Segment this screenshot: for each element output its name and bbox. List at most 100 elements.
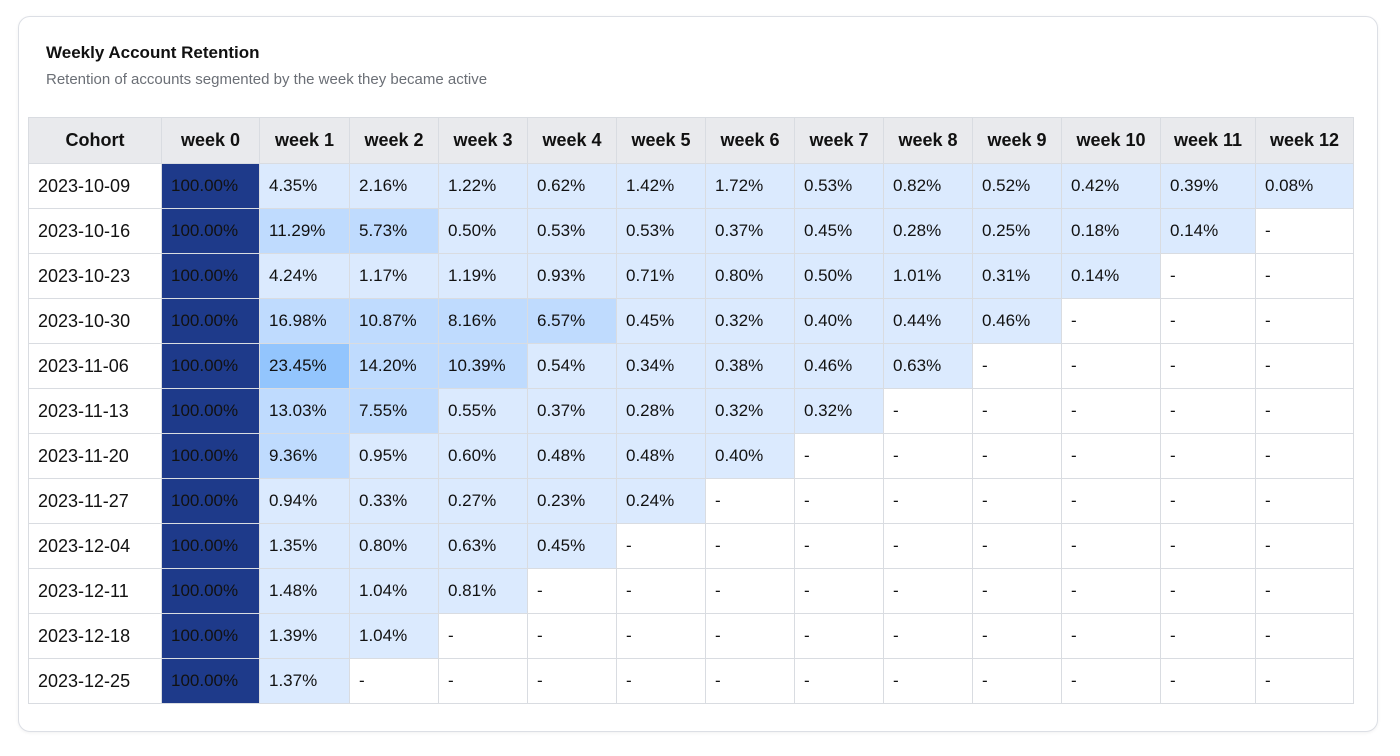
retention-cell-week-3: - [438,658,528,704]
retention-cell-week-4: 0.62% [527,163,617,209]
retention-cell-week-11: - [1160,658,1256,704]
cohort-label: 2023-11-06 [28,343,162,389]
retention-cell-week-0: 100.00% [161,478,260,524]
retention-cell-week-6: - [705,568,795,614]
retention-cell-week-0: 100.00% [161,613,260,659]
table-row: 2023-11-06 100.00% 23.45% 14.20% 10.39% 0.54%… [28,343,1354,389]
retention-cell-week-9: - [972,343,1062,389]
retention-cell-week-9: - [972,523,1062,569]
column-header-week-8: week 8 [883,117,973,164]
retention-cell-week-1: 0.94% [259,478,350,524]
retention-cell-week-12: - [1255,298,1354,344]
column-header-week-5: week 5 [616,117,706,164]
cohort-label: 2023-11-13 [28,388,162,434]
cohort-label: 2023-11-20 [28,433,162,479]
retention-cell-week-1: 1.37% [259,658,350,704]
retention-cell-week-2: 1.04% [349,568,439,614]
retention-cell-week-10: 0.14% [1061,253,1161,299]
retention-cell-week-0: 100.00% [161,568,260,614]
retention-cell-week-5: 0.45% [616,298,706,344]
retention-cell-week-12: - [1255,388,1354,434]
retention-cell-week-10: - [1061,433,1161,479]
retention-cell-week-5: 0.34% [616,343,706,389]
retention-cell-week-3: 0.55% [438,388,528,434]
card-subtitle: Retention of accounts segmented by the w… [46,71,488,88]
retention-cell-week-10: - [1061,343,1161,389]
retention-cell-week-11: - [1160,523,1256,569]
retention-cell-week-1: 1.39% [259,613,350,659]
retention-cell-week-1: 9.36% [259,433,350,479]
retention-cell-week-2: 2.16% [349,163,439,209]
retention-cell-week-7: - [794,478,884,524]
column-header-week-0: week 0 [161,117,260,164]
retention-table-wrapper: Cohort week 0 week 1 week 2 week 3 week 4 week… [28,117,1354,704]
column-header-week-9: week 9 [972,117,1062,164]
retention-cell-week-4: - [527,568,617,614]
retention-cell-week-3: 0.50% [438,208,528,254]
retention-cell-week-7: 0.40% [794,298,884,344]
retention-cell-week-9: - [972,478,1062,524]
retention-cell-week-12: - [1255,613,1354,659]
cohort-label: 2023-12-18 [28,613,162,659]
retention-cell-week-11: - [1160,298,1256,344]
retention-cell-week-6: 0.37% [705,208,795,254]
retention-cell-week-8: 0.44% [883,298,973,344]
retention-cell-week-6: 0.32% [705,388,795,434]
retention-cell-week-12: 0.08% [1255,163,1354,209]
retention-cell-week-7: 0.46% [794,343,884,389]
retention-cell-week-5: - [616,613,706,659]
retention-cell-week-6: 0.80% [705,253,795,299]
retention-cell-week-10: - [1061,658,1161,704]
retention-cell-week-6: 0.40% [705,433,795,479]
retention-cell-week-7: 0.50% [794,253,884,299]
retention-cell-week-3: 8.16% [438,298,528,344]
retention-cell-week-4: 0.93% [527,253,617,299]
retention-cell-week-3: 10.39% [438,343,528,389]
retention-cell-week-4: 0.23% [527,478,617,524]
cohort-label: 2023-10-30 [28,298,162,344]
retention-cell-week-5: - [616,523,706,569]
retention-cell-week-4: 0.53% [527,208,617,254]
retention-cell-week-9: - [972,568,1062,614]
retention-cell-week-10: - [1061,523,1161,569]
retention-cell-week-9: 0.31% [972,253,1062,299]
retention-cell-week-9: 0.46% [972,298,1062,344]
retention-cell-week-6: 0.32% [705,298,795,344]
retention-cell-week-4: 6.57% [527,298,617,344]
table-row: 2023-10-30 100.00% 16.98% 10.87% 8.16% 6.57% 0… [28,298,1354,344]
column-header-week-6: week 6 [705,117,795,164]
retention-cell-week-1: 4.24% [259,253,350,299]
retention-cell-week-4: 0.45% [527,523,617,569]
retention-cell-week-3: 0.81% [438,568,528,614]
retention-cell-week-0: 100.00% [161,298,260,344]
retention-cell-week-1: 1.48% [259,568,350,614]
cohort-label: 2023-10-16 [28,208,162,254]
table-row: 2023-12-25 100.00% 1.37% - - - - - - - - - - - [28,658,1354,704]
table-row: 2023-11-27 100.00% 0.94% 0.33% 0.27% 0.23% 0.2… [28,478,1354,524]
retention-cell-week-5: 0.48% [616,433,706,479]
retention-cell-week-11: - [1160,613,1256,659]
retention-cell-week-9: - [972,658,1062,704]
retention-cell-week-9: - [972,388,1062,434]
retention-cell-week-8: 0.28% [883,208,973,254]
retention-cell-week-0: 100.00% [161,433,260,479]
retention-cell-week-2: 7.55% [349,388,439,434]
cohort-label: 2023-10-23 [28,253,162,299]
column-header-week-11: week 11 [1160,117,1256,164]
retention-cell-week-0: 100.00% [161,208,260,254]
retention-cell-week-9: - [972,613,1062,659]
retention-cell-week-7: - [794,523,884,569]
retention-cell-week-5: 0.53% [616,208,706,254]
cohort-label: 2023-10-09 [28,163,162,209]
retention-cell-week-11: 0.14% [1160,208,1256,254]
retention-cell-week-11: - [1160,343,1256,389]
retention-cell-week-4: 0.37% [527,388,617,434]
retention-cell-week-11: - [1160,253,1256,299]
retention-cell-week-3: - [438,613,528,659]
cohort-label: 2023-12-04 [28,523,162,569]
table-row: 2023-12-04 100.00% 1.35% 0.80% 0.63% 0.45% - - -… [28,523,1354,569]
column-header-week-4: week 4 [527,117,617,164]
retention-cell-week-4: 0.54% [527,343,617,389]
retention-cell-week-12: - [1255,253,1354,299]
table-row: 2023-10-16 100.00% 11.29% 5.73% 0.50% 0.53% 0.… [28,208,1354,254]
